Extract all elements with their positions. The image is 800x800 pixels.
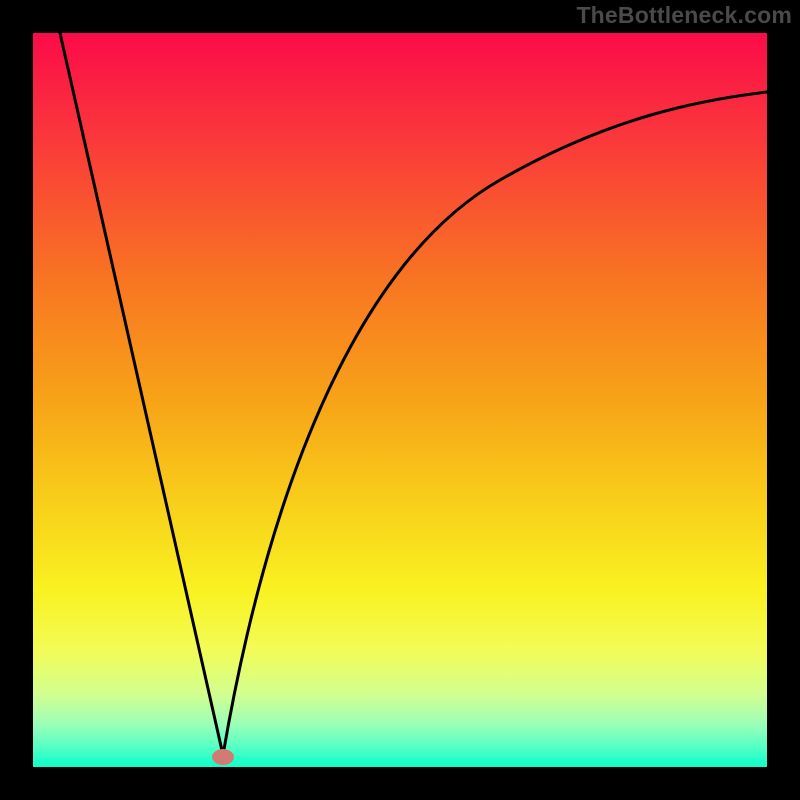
bottleneck-chart (0, 0, 800, 800)
chart-container: TheBottleneck.com (0, 0, 800, 800)
minimum-marker (212, 749, 234, 765)
watermark-text: TheBottleneck.com (576, 2, 792, 29)
